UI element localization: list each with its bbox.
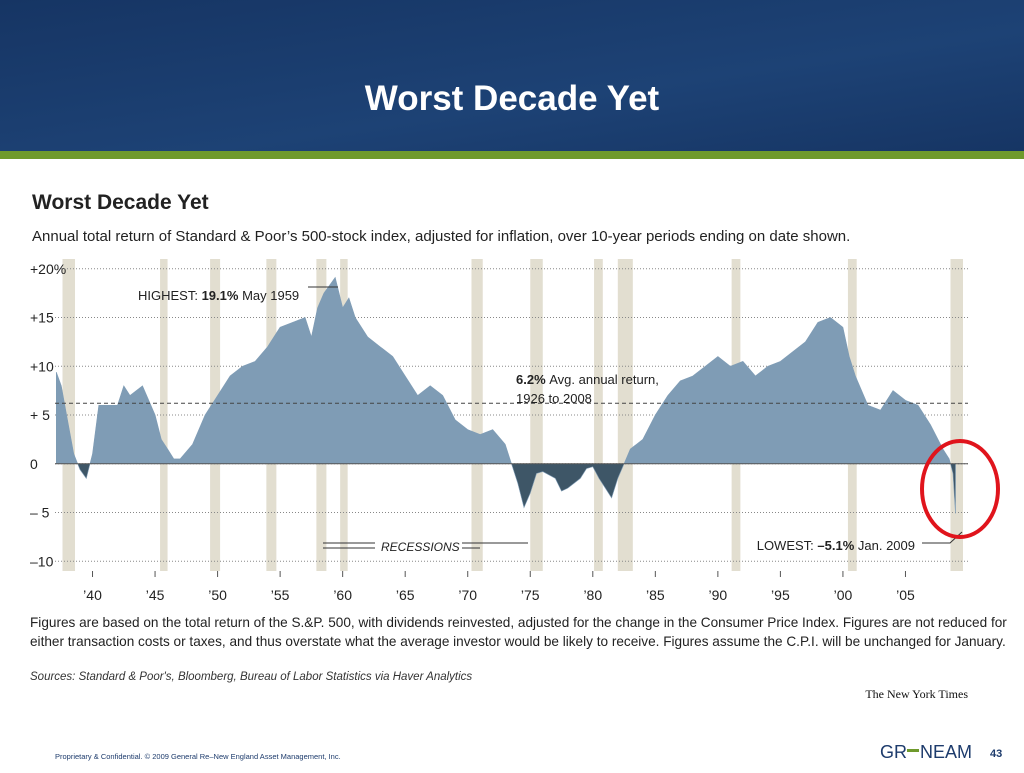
annotation: 1926 to 2008 — [516, 391, 592, 406]
x-tick-label: ’50 — [208, 587, 227, 603]
page-number: 43 — [990, 748, 1002, 760]
annotation: LOWEST: –5.1% Jan. 2009 — [757, 538, 915, 553]
logo: NEAM — [920, 742, 972, 762]
chart: Worst Decade Yet Annual total return of … — [30, 191, 1007, 701]
x-tick-label: ’05 — [896, 587, 915, 603]
recession-band — [471, 259, 483, 571]
x-tick-label: ’65 — [396, 587, 415, 603]
x-tick-label: ’00 — [834, 587, 853, 603]
header-rule — [0, 151, 1024, 159]
credit: The New York Times — [865, 687, 968, 701]
x-tick-label: ’85 — [646, 587, 665, 603]
logo: GR — [880, 742, 907, 762]
recession-band — [62, 259, 76, 571]
annotation: HIGHEST: 19.1% May 1959 — [138, 288, 299, 303]
y-tick-label: +10 — [30, 358, 54, 374]
x-tick-label: ’75 — [521, 587, 540, 603]
y-tick-label: +15 — [30, 310, 54, 326]
chart-subtitle: Annual total return of Standard & Poor’s… — [32, 228, 850, 245]
recession-band — [950, 259, 963, 571]
sources: Sources: Standard & Poor's, Bloomberg, B… — [30, 671, 472, 683]
y-tick-label: – 5 — [30, 505, 50, 521]
y-tick-label: –10 — [30, 553, 54, 569]
footnote: Figures are based on the total return of… — [30, 615, 1007, 630]
annotation-part: –5.1% — [817, 538, 857, 553]
x-tick-label: ’45 — [146, 587, 165, 603]
annotation-part: LOWEST: — [757, 538, 818, 553]
annotation-part: HIGHEST: — [138, 288, 202, 303]
footnote: either transaction costs or taxes, and t… — [30, 634, 1006, 649]
x-tick-label: ’80 — [583, 587, 602, 603]
area — [56, 276, 956, 514]
annotation: 6.2% Avg. annual return, — [516, 372, 659, 387]
y-tick-label: 0 — [30, 456, 38, 472]
footer-text: Proprietary & Confidential. © 2009 Gener… — [55, 752, 341, 761]
x-tick-label: ’55 — [271, 587, 290, 603]
annotation-part: May 1959 — [242, 288, 299, 303]
x-tick-label: ’70 — [458, 587, 477, 603]
annotation-part: 6.2% — [516, 372, 549, 387]
x-tick-label: ’95 — [771, 587, 790, 603]
annotation-part: 19.1% — [202, 288, 242, 303]
y-tick-label: + 5 — [30, 407, 50, 423]
logo-dash — [907, 749, 919, 752]
legend-label: RECESSIONS — [381, 540, 460, 554]
header — [0, 0, 1024, 151]
x-tick-label: ’60 — [333, 587, 352, 603]
annotation-part: Avg. annual return, — [549, 372, 659, 387]
annotation-part: Jan. 2009 — [858, 538, 915, 553]
chart-title: Worst Decade Yet — [32, 191, 209, 214]
recession-band — [530, 259, 543, 571]
highlight-circle — [920, 439, 1000, 539]
x-tick-label: ’90 — [709, 587, 728, 603]
annotation-part: 1926 to 2008 — [516, 391, 592, 406]
y-tick-label: +20% — [30, 261, 66, 277]
x-tick-label: ’40 — [83, 587, 102, 603]
slide-title: Worst Decade Yet — [365, 79, 660, 118]
